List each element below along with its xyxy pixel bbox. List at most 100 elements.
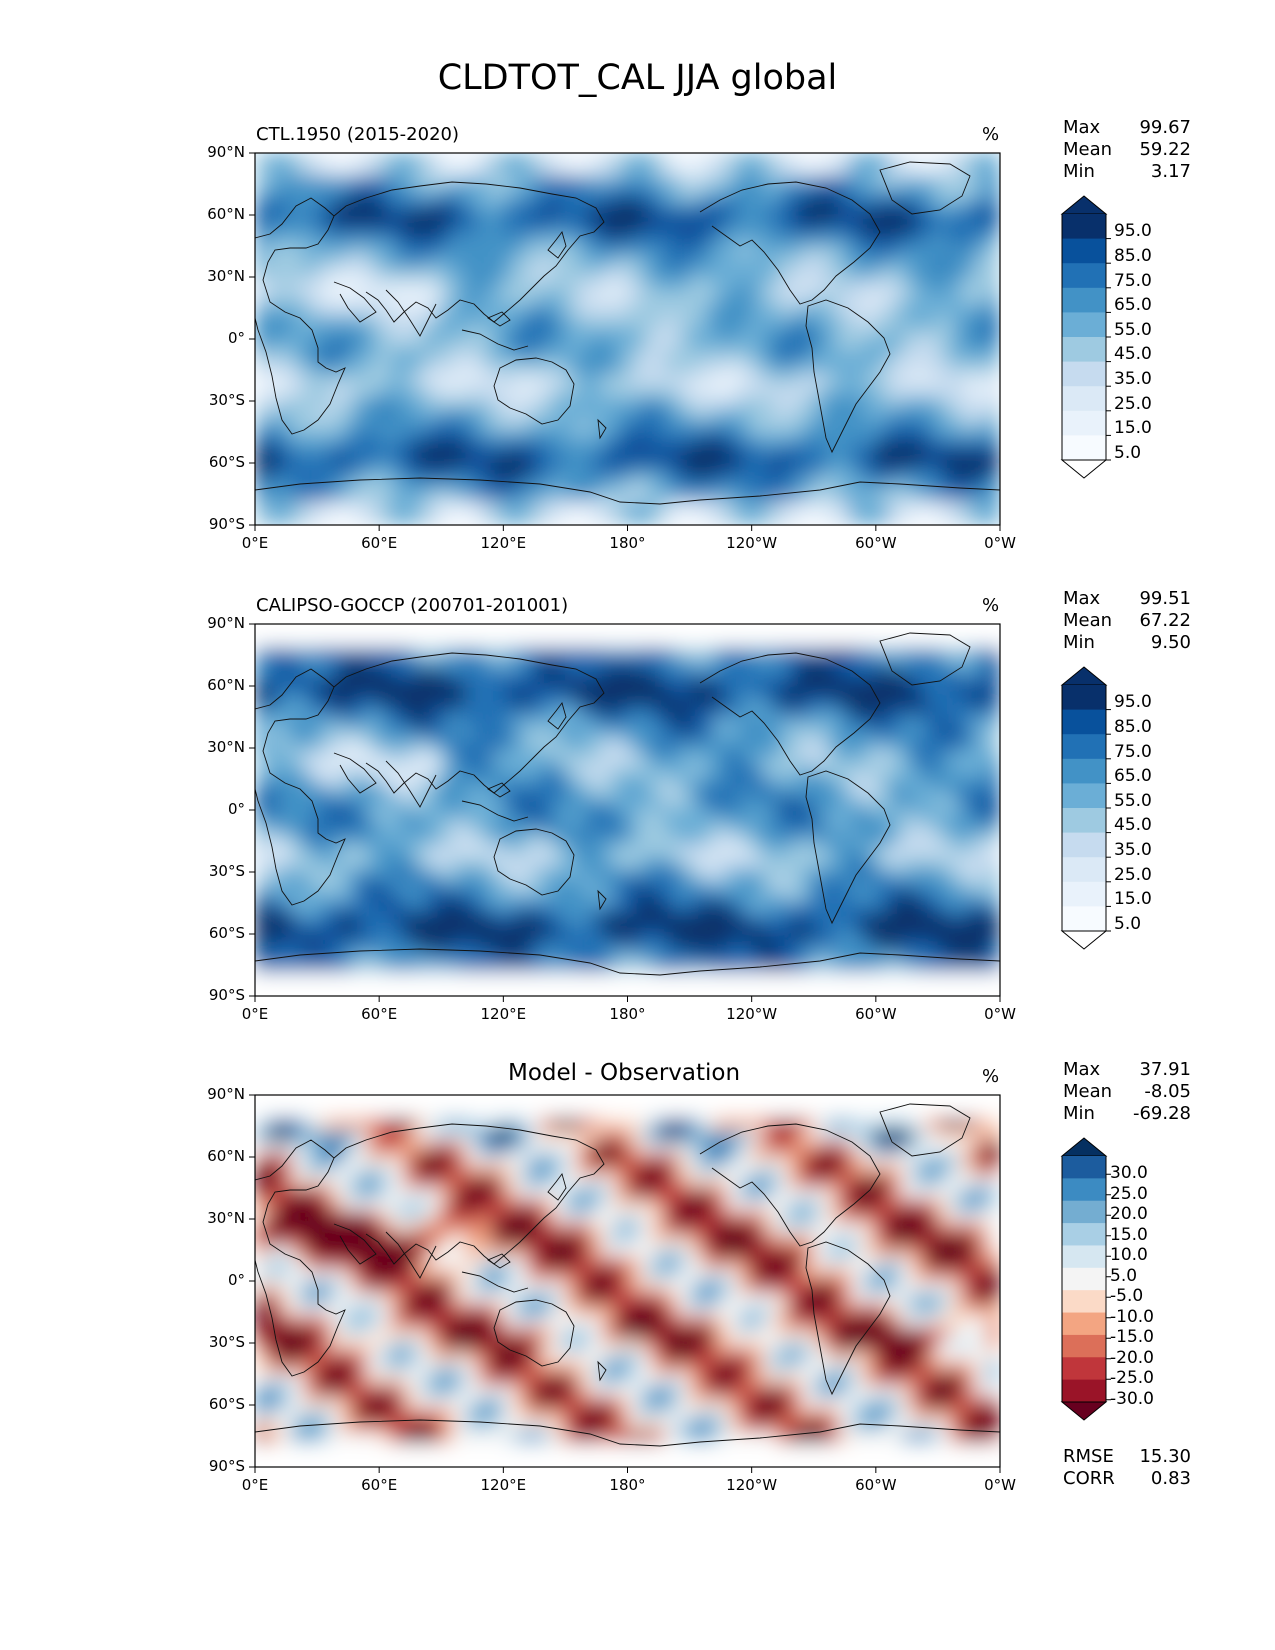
x-tick-label: 0°E xyxy=(241,1005,269,1023)
colorbar-tick-label: 45.0 xyxy=(1114,815,1152,836)
x-tick-label: 60°W xyxy=(855,1476,897,1494)
x-tick-label: 120°W xyxy=(726,1476,778,1494)
colorbar-tick-label: -25.0 xyxy=(1110,1368,1154,1389)
colorbar-segment xyxy=(1062,906,1106,932)
colorbar-segment xyxy=(1062,758,1106,784)
colorbar-segment xyxy=(1062,410,1106,436)
stat-max-calipso: Max 99.51 xyxy=(1063,588,1191,609)
colorbars xyxy=(1060,195,1111,1421)
colorbar-segment xyxy=(1062,386,1106,412)
colorbar-segment xyxy=(1062,783,1106,809)
y-tick-label: 60°N xyxy=(207,205,245,223)
x-tick-label: 60°E xyxy=(361,1476,398,1494)
colorbar-segment xyxy=(1062,734,1106,760)
colorbar-segment xyxy=(1062,1312,1106,1336)
colorbar-segment xyxy=(1062,685,1106,711)
x-tick-label: 60°W xyxy=(855,534,897,552)
stat-max-diff: Max 37.91 xyxy=(1063,1059,1191,1080)
colorbar-tick-label: -30.0 xyxy=(1110,1388,1154,1409)
y-tick-label: 60°N xyxy=(207,1147,245,1165)
colorbar-tick-label: 55.0 xyxy=(1114,319,1152,340)
colorbar-tick-label: 35.0 xyxy=(1114,840,1152,861)
colorbar-segment xyxy=(1062,1357,1106,1381)
colorbar-tick-label: 25.0 xyxy=(1114,864,1152,885)
y-tick-label: 60°N xyxy=(207,676,245,694)
y-tick-label: 30°N xyxy=(207,1209,245,1227)
y-tick-label: 30°S xyxy=(208,1333,245,1351)
colorbar-segment xyxy=(1062,1223,1106,1246)
colorbar-segment xyxy=(1062,214,1106,240)
colorbar-segment xyxy=(1062,1290,1106,1314)
colorbar-extend-max xyxy=(1060,666,1108,686)
y-tick-label: 90°N xyxy=(207,143,245,161)
y-tick-label: 90°S xyxy=(208,986,245,1004)
colorbar-segment xyxy=(1062,1200,1106,1224)
y-tick-label: 30°S xyxy=(208,862,245,880)
colorbar-tick-label: 35.0 xyxy=(1114,369,1152,390)
colorbar-tick-label: 5.0 xyxy=(1114,913,1142,934)
x-tick-label: 0°E xyxy=(241,1476,269,1494)
colorbar-tick-label: 75.0 xyxy=(1114,270,1152,291)
colorbar-tick-label: 95.0 xyxy=(1114,692,1152,713)
colorbar-segment xyxy=(1062,1334,1106,1358)
colorbar-tick-label: -10.0 xyxy=(1110,1306,1154,1327)
colorbar-segment xyxy=(1062,312,1106,338)
colorbar-tick-label: 45.0 xyxy=(1114,344,1152,365)
panel-ctl xyxy=(249,152,1001,531)
colorbar-segment xyxy=(1062,881,1106,907)
x-tick-label: 180° xyxy=(609,1005,646,1023)
colorbar-segment xyxy=(1062,1379,1106,1403)
panel-diff xyxy=(249,1094,1001,1473)
y-tick-label: 60°S xyxy=(208,924,245,942)
x-tick-label: 60°W xyxy=(855,1005,897,1023)
units-label-diff: % xyxy=(982,1066,1000,1087)
colorbar-extend-min xyxy=(1060,459,1108,479)
x-tick-label: 120°W xyxy=(726,534,778,552)
colorbar-tick-label: -20.0 xyxy=(1110,1347,1154,1368)
colorbar-tick-label: 10.0 xyxy=(1110,1245,1148,1266)
colorbar-segment xyxy=(1062,1178,1106,1202)
colorbar-tick-label: 75.0 xyxy=(1114,741,1152,762)
colorbar-tick-label: -5.0 xyxy=(1110,1286,1144,1307)
panel-title-ctl: CTL.1950 (2015-2020) xyxy=(256,124,460,145)
colorbar-tick-label: 25.0 xyxy=(1110,1183,1148,1204)
colorbar xyxy=(1060,195,1111,479)
y-tick-label: 60°S xyxy=(208,453,245,471)
colorbar-tick-label: 15.0 xyxy=(1114,418,1152,439)
colorbar-segment xyxy=(1062,832,1106,858)
panel-title-diff: Model - Observation xyxy=(508,1060,741,1086)
y-tick-label: 90°S xyxy=(208,1457,245,1475)
stat-max-ctl: Max 99.67 xyxy=(1063,117,1191,138)
x-tick-label: 180° xyxy=(609,1476,646,1494)
colorbar-tick-label: 15.0 xyxy=(1114,889,1152,910)
units-label-ctl: % xyxy=(982,124,1000,145)
figure-title: CLDTOT_CAL JJA global xyxy=(437,58,838,98)
y-tick-label: 30°N xyxy=(207,267,245,285)
colorbar-tick-label: 55.0 xyxy=(1114,790,1152,811)
stat-min-diff: Min -69.28 xyxy=(1063,1103,1191,1124)
colorbar-tick-label: 25.0 xyxy=(1114,393,1152,414)
x-tick-label: 120°E xyxy=(480,1005,527,1023)
colorbar-segment xyxy=(1062,709,1106,735)
colorbar-segment xyxy=(1062,857,1106,883)
colorbar-tick-label: 65.0 xyxy=(1114,295,1152,316)
colorbar-segment xyxy=(1062,1245,1106,1269)
colorbar-tick-label: 95.0 xyxy=(1114,221,1152,242)
metric-rmse: RMSE 15.30 xyxy=(1063,1446,1191,1467)
colorbar-segment xyxy=(1062,263,1106,289)
colorbar-extend-min xyxy=(1060,930,1108,950)
colorbar-segment xyxy=(1062,435,1106,461)
colorbar-segment xyxy=(1062,808,1106,834)
colorbar-tick-label: 15.0 xyxy=(1110,1224,1148,1245)
stat-mean-calipso: Mean 67.22 xyxy=(1063,610,1191,631)
colorbar-extend-min xyxy=(1060,1401,1108,1421)
x-tick-label: 120°W xyxy=(726,1005,778,1023)
colorbar-tick-label: 85.0 xyxy=(1114,246,1152,267)
colorbar-segment xyxy=(1062,361,1106,387)
x-tick-label: 120°E xyxy=(480,534,527,552)
y-tick-label: 0° xyxy=(227,800,245,818)
x-tick-label: 60°E xyxy=(361,1005,398,1023)
y-tick-label: 30°N xyxy=(207,738,245,756)
colorbar-tick-label: 5.0 xyxy=(1110,1265,1138,1286)
